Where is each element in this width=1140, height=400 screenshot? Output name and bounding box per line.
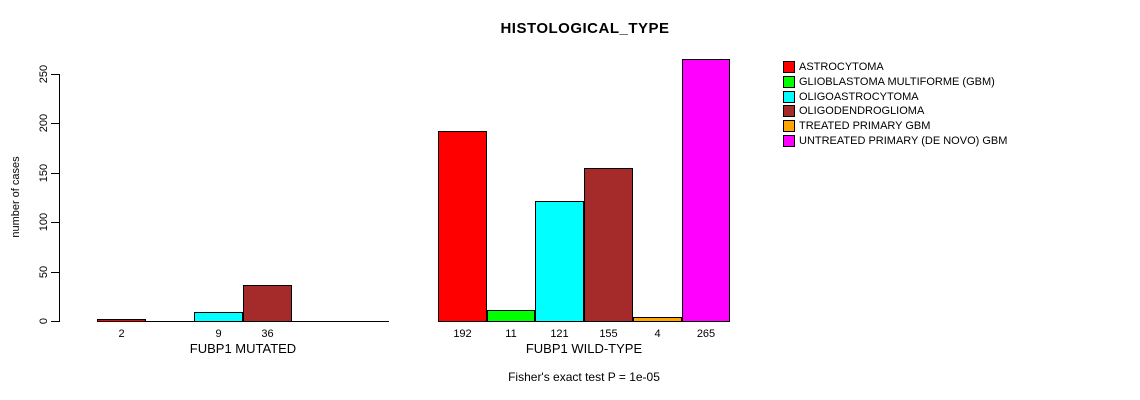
legend-label: OLIGODENDROGLIOMA	[799, 105, 925, 118]
bar-value-label: 4	[654, 328, 661, 340]
bar-oligoastrocytoma	[535, 201, 584, 322]
y-tick-label: 50	[38, 265, 50, 279]
y-tick-label: 0	[38, 317, 50, 325]
y-axis-line	[59, 74, 60, 322]
legend-swatch	[783, 75, 795, 88]
legend-label: OLIGOASTROCYTOMA	[799, 90, 919, 103]
bar-value-label: 36	[261, 328, 274, 340]
legend-swatch	[783, 105, 795, 118]
legend-swatch	[783, 90, 795, 103]
legend-label: ASTROCYTOMA	[799, 61, 884, 74]
bar-value-label: 121	[550, 328, 569, 340]
bar-oligodendroglioma	[243, 285, 292, 322]
group-label-fubp1-wild-type: FUBP1 WILD-TYPE	[525, 341, 643, 356]
legend-item: GLIOBLASTOMA MULTIFORME (GBM)	[781, 75, 1131, 90]
bar-value-label: 9	[215, 328, 222, 340]
legend: ASTROCYTOMA GLIOBLASTOMA MULTIFORME (GBM)…	[781, 60, 1131, 148]
legend-swatch	[783, 61, 795, 74]
y-tick-mark	[51, 173, 59, 174]
bar-value-label: 2	[118, 328, 125, 340]
y-tick-label: 200	[38, 113, 50, 133]
group-label-fubp1-mutated: FUBP1 MUTATED	[189, 341, 297, 356]
bar-astrocytoma	[438, 131, 487, 322]
y-tick-mark	[51, 222, 59, 223]
bar-untreated-primary-de-novo-gbm	[682, 59, 730, 322]
fisher-test-annotation: Fisher's exact test P = 1e-05	[508, 370, 660, 384]
chart-title: HISTOLOGICAL_TYPE	[500, 20, 670, 37]
legend-item: UNTREATED PRIMARY (DE NOVO) GBM	[781, 133, 1131, 148]
legend-swatch	[783, 119, 795, 132]
bar-value-label: 265	[696, 328, 716, 340]
bar-astrocytoma	[97, 319, 146, 322]
y-tick-mark	[51, 272, 59, 273]
bar-value-label: 155	[599, 328, 618, 340]
bar-treated-primary-gbm	[633, 317, 682, 322]
legend-label: TREATED PRIMARY GBM	[799, 119, 931, 132]
legend-item: OLIGODENDROGLIOMA	[781, 104, 1131, 119]
legend-label: UNTREATED PRIMARY (DE NOVO) GBM	[799, 134, 1008, 147]
y-tick-mark	[51, 321, 59, 322]
bar-value-label: 192	[453, 328, 472, 340]
legend-item: ASTROCYTOMA	[781, 60, 1131, 75]
legend-swatch	[783, 134, 795, 147]
legend-item: OLIGOASTROCYTOMA	[781, 89, 1131, 104]
y-tick-mark	[51, 123, 59, 124]
y-tick-label: 100	[38, 212, 50, 232]
y-tick-label: 250	[38, 64, 50, 84]
y-tick-mark	[51, 74, 59, 75]
y-axis-label: number of cases	[10, 156, 22, 238]
bar-oligoastrocytoma	[194, 312, 243, 322]
bar-oligodendroglioma	[584, 168, 633, 322]
bar-value-label: 11	[505, 328, 517, 340]
bar-glioblastoma-multiforme-gbm	[487, 310, 535, 322]
legend-item: TREATED PRIMARY GBM	[781, 119, 1131, 134]
legend-label: GLIOBLASTOMA MULTIFORME (GBM)	[799, 75, 995, 88]
y-tick-label: 150	[38, 163, 50, 183]
